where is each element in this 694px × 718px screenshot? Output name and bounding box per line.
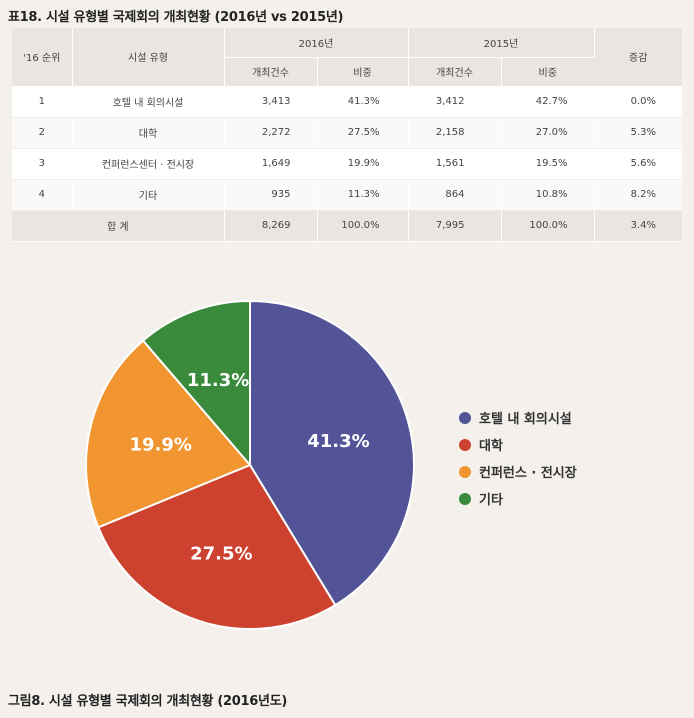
slice-convention — [85, 339, 252, 529]
legend-dot-icon — [459, 438, 471, 451]
legend-label: 호텔 내 회의시설 — [479, 412, 572, 427]
slice-label: 41.3% — [307, 431, 369, 452]
header-type: 시설 유형 — [72, 28, 225, 87]
table-row: 3 컨퍼런스센터 · 전시장 1,649 19.9% 1,561 19.5% 5… — [12, 148, 682, 180]
slice-university — [96, 463, 337, 630]
legend-item-other: 기타 — [459, 485, 577, 512]
cell-share-2016: 41.3% — [317, 86, 409, 118]
header-change: 증감 — [594, 28, 682, 87]
slice-other — [141, 299, 251, 468]
chart-legend: 호텔 내 회의시설 대학 컨퍼런스 · 전시장 기타 — [459, 404, 577, 512]
slice-hotel — [249, 299, 415, 607]
cell-share-2015: 19.5% — [501, 148, 595, 180]
slice-label: 11.3% — [187, 370, 249, 391]
cell-type: 기타 — [72, 179, 225, 211]
cell-total-share-2015: 100.0% — [501, 210, 595, 242]
cell-share-2015: 42.7% — [501, 86, 595, 118]
pie-chart: 41.3% 27.5% 19.9% 11.3% — [85, 299, 415, 630]
figure-caption: 그림8. 시설 유형별 국제회의 개최현황 (2016년도) — [8, 694, 287, 709]
legend-dot-icon — [459, 492, 471, 505]
cell-type: 호텔 내 회의시설 — [72, 86, 225, 118]
cell-change: 8.2% — [594, 179, 682, 211]
cell-share-2016: 19.9% — [317, 148, 409, 180]
header-2016: 2016년 — [224, 28, 409, 58]
cell-count-2016: 3,413 — [224, 86, 318, 118]
legend-label: 기타 — [479, 493, 503, 508]
cell-change: 5.6% — [594, 148, 682, 180]
table-row: 1 호텔 내 회의시설 3,413 41.3% 3,412 42.7% 0.0% — [12, 86, 682, 118]
cell-count-2016: 935 — [224, 179, 318, 211]
cell-type: 대학 — [72, 117, 225, 149]
table-row: 4 기타 935 11.3% 864 10.8% 8.2% — [12, 179, 682, 211]
cell-share-2015: 10.8% — [501, 179, 595, 211]
table-title: 표18. 시설 유형별 국제회의 개최현황 (2016년 vs 2015년) — [8, 10, 344, 25]
cell-rank: 3 — [12, 148, 73, 180]
header-share-2015: 비중 — [501, 57, 594, 87]
header-rank: '16 순위 — [12, 28, 73, 87]
cell-count-2015: 3,412 — [408, 86, 502, 118]
table-row: 2 대학 2,272 27.5% 2,158 27.0% 5.3% — [12, 117, 682, 149]
legend-item-hotel: 호텔 내 회의시설 — [459, 404, 577, 431]
slice-label: 27.5% — [190, 543, 252, 564]
cell-rank: 4 — [12, 179, 73, 211]
legend-dot-icon — [459, 411, 471, 424]
header-count-2016: 개최건수 — [224, 57, 318, 87]
cell-total-label: 합 계 — [12, 210, 225, 242]
slice-label: 19.9% — [129, 435, 191, 456]
cell-type: 컨퍼런스센터 · 전시장 — [72, 148, 225, 180]
cell-count-2015: 864 — [408, 179, 502, 211]
legend-item-university: 대학 — [459, 431, 577, 458]
legend-dot-icon — [459, 465, 471, 478]
cell-count-2015: 2,158 — [408, 117, 502, 149]
cell-total-count-2016: 8,269 — [224, 210, 318, 242]
cell-count-2016: 1,649 — [224, 148, 318, 180]
cell-change: 5.3% — [594, 117, 682, 149]
legend-label: 컨퍼런스 · 전시장 — [479, 466, 577, 481]
cell-share-2016: 27.5% — [317, 117, 409, 149]
legend-item-convention: 컨퍼런스 · 전시장 — [459, 458, 577, 485]
header-2015: 2015년 — [408, 28, 595, 58]
cell-total-change: 3.4% — [594, 210, 682, 242]
cell-share-2016: 11.3% — [317, 179, 409, 211]
cell-count-2016: 2,272 — [224, 117, 318, 149]
cell-change: 0.0% — [594, 86, 682, 118]
table-total-row: 합 계 8,269 100.0% 7,995 100.0% 3.4% — [12, 210, 682, 242]
legend-label: 대학 — [479, 439, 503, 454]
cell-rank: 2 — [12, 117, 73, 149]
cell-share-2015: 27.0% — [501, 117, 595, 149]
header-share-2016: 비중 — [317, 57, 409, 87]
header-count-2015: 개최건수 — [408, 57, 502, 87]
pie-chart-area: 41.3% 27.5% 19.9% 11.3% — [0, 270, 694, 670]
cell-rank: 1 — [12, 86, 73, 118]
stats-table: '16 순위 시설 유형 2016년 2015년 증감 개최건수 비중 개최건수… — [12, 28, 682, 242]
cell-total-share-2016: 100.0% — [317, 210, 409, 242]
cell-count-2015: 1,561 — [408, 148, 502, 180]
cell-total-count-2015: 7,995 — [408, 210, 502, 242]
